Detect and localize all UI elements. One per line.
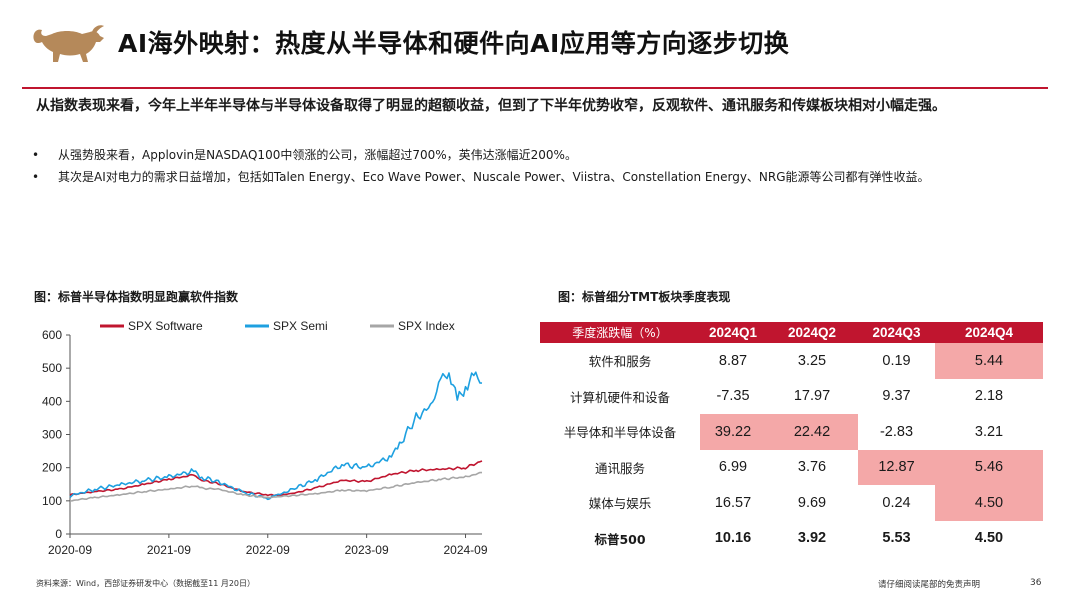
y-tick-label: 0 (55, 527, 62, 541)
table-header-cell: 2024Q4 (935, 322, 1043, 343)
table-cell: 0.24 (882, 494, 911, 511)
series-line-spx-index (69, 471, 483, 502)
table-cell: -7.35 (716, 388, 750, 405)
title-divider (22, 87, 1048, 89)
row-label: 半导体和半导体设备 (563, 425, 677, 441)
table-cell: 5.46 (935, 449, 1043, 485)
x-tick-label: 2023-09 (345, 543, 389, 557)
tmt-quarterly-table: 季度涨跌幅（%） 2024Q1 2024Q2 2024Q3 2024Q4 软件和… (540, 322, 1043, 556)
index-line-chart: 0 100 200 300 400 500 600 2020-09 2021-09 2022-09… (42, 319, 488, 557)
table-cell: 3.92 (797, 530, 827, 547)
table-cell: 9.69 (797, 494, 827, 511)
table-cell: 5.53 (882, 530, 911, 547)
row-label: 计算机硬件和设备 (569, 389, 670, 405)
y-tick-label: 300 (42, 428, 62, 442)
table-cell: 0.19 (882, 352, 911, 369)
table-row: 通讯服务 6.99 3.76 12.87 5.46 (540, 449, 1043, 485)
table-cell: 9.37 (882, 388, 911, 405)
table-cell: 3.76 (797, 459, 827, 476)
page-title: AI海外映射：热度从半导体和硬件向AI应用等方向逐步切换 (118, 29, 790, 58)
series-line-spx-semi (69, 371, 483, 501)
table-row: 计算机硬件和设备 -7.35 17.97 9.37 2.18 (540, 379, 1043, 415)
source-note: 资料来源：Wind，西部证券研发中心（数据截至11 月20日） (36, 579, 256, 588)
table-cell: 10.16 (714, 530, 752, 547)
table-header-cell: 季度涨跌幅（%） (540, 322, 700, 343)
table-cell: 8.87 (718, 352, 748, 369)
y-tick-label: 100 (42, 494, 62, 508)
bullet-list: 从强势股来看，Applovin是NASDAQ100中领涨的公司，涨幅超过700%… (30, 146, 1050, 190)
disclaimer-note: 请仔细阅读尾部的免责声明 (878, 580, 981, 590)
chart-caption: 图：标普半导体指数明显跑赢软件指数 (34, 290, 239, 304)
legend-label: SPX Semi (273, 319, 328, 333)
table-cell: 5.44 (935, 343, 1043, 379)
table-cell: 3.25 (797, 352, 827, 369)
y-tick-label: 500 (42, 361, 62, 375)
legend-label: SPX Index (398, 319, 455, 333)
bullet-item: 从强势股来看，Applovin是NASDAQ100中领涨的公司，涨幅超过700%… (30, 146, 1050, 164)
bullet-item: 其次是AI对电力的需求日益增加，包括如Talen Energy、Eco Wave… (30, 168, 1050, 186)
table-caption: 图：标普细分TMT板块季度表现 (558, 290, 731, 304)
page-number: 36 (1030, 578, 1042, 588)
y-tick-label: 400 (42, 394, 62, 408)
table-cell: 22.42 (766, 414, 858, 450)
table-row: 软件和服务 8.87 3.25 0.19 5.44 (540, 343, 1043, 379)
table-header-cell: 2024Q3 (858, 322, 935, 343)
row-label: 标普500 (594, 531, 646, 547)
table-row: 媒体与娱乐 16.57 9.69 0.24 4.50 (540, 485, 1043, 521)
bull-logo-icon (33, 25, 105, 62)
table-cell: 39.22 (700, 414, 766, 450)
x-tick-label: 2020-09 (48, 543, 92, 557)
table-header-cell: 2024Q1 (700, 322, 766, 343)
row-label: 软件和服务 (588, 354, 652, 370)
table-cell: 4.50 (974, 530, 1004, 547)
y-tick-label: 200 (42, 461, 62, 475)
lead-paragraph: 从指数表现来看，今年上半年半导体与半导体设备取得了明显的超额收益，但到了下半年优… (36, 98, 946, 114)
legend-label: SPX Software (128, 319, 203, 333)
x-tick-label: 2021-09 (147, 543, 191, 557)
table-cell: 17.97 (793, 388, 831, 405)
x-tick-label: 2022-09 (246, 543, 290, 557)
table-cell: -2.83 (879, 423, 914, 440)
y-tick-label: 600 (42, 328, 62, 342)
table-cell: 2.18 (974, 388, 1004, 405)
row-label: 通讯服务 (594, 460, 645, 476)
series-line-spx-software (69, 460, 483, 497)
table-cell: 12.87 (858, 449, 935, 485)
x-tick-label: 2024-09 (443, 543, 487, 557)
table-cell: 3.21 (974, 423, 1004, 440)
table-header-cell: 2024Q2 (766, 322, 858, 343)
row-label: 媒体与娱乐 (588, 496, 652, 512)
table-cell: 4.50 (935, 485, 1043, 521)
table-row: 标普500 10.16 3.92 5.53 4.50 (540, 521, 1043, 557)
table-row: 半导体和半导体设备 39.22 22.42 -2.83 3.21 (540, 414, 1043, 450)
table-cell: 6.99 (718, 459, 748, 476)
table-cell: 16.57 (714, 494, 752, 511)
table-header-row: 季度涨跌幅（%） 2024Q1 2024Q2 2024Q3 2024Q4 (540, 322, 1043, 343)
